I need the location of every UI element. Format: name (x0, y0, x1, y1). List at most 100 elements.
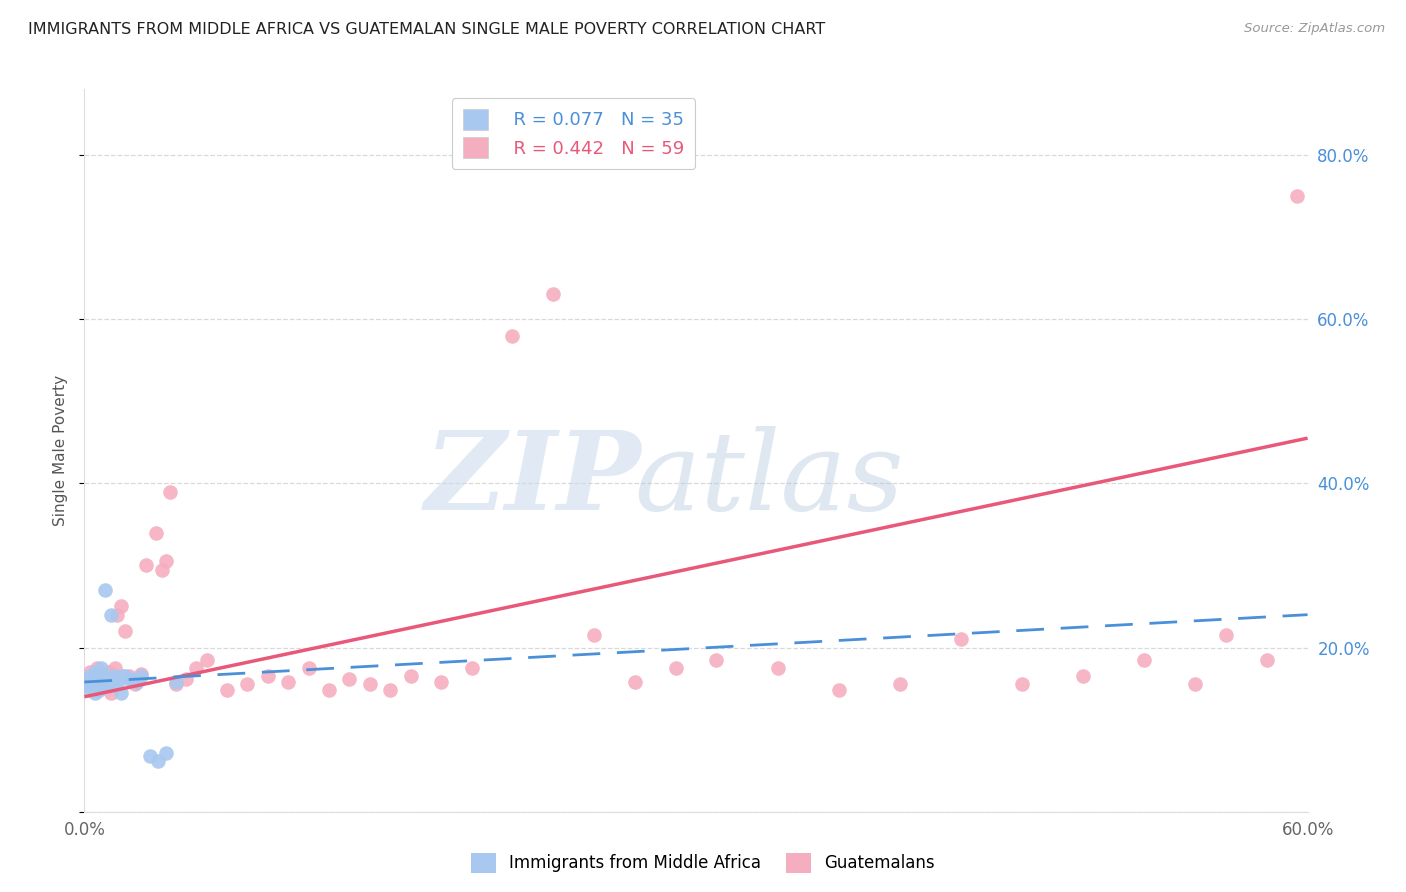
Point (75, 673, 97, 688)
Point (1073, 669, 1095, 683)
Point (77, 677, 100, 691)
Y-axis label: Single Male Poverty: Single Male Poverty (53, 375, 69, 526)
Point (131, 666, 153, 681)
Point (318, 683, 340, 698)
Text: Source: ZipAtlas.com: Source: ZipAtlas.com (1244, 22, 1385, 36)
Point (83, 675, 105, 690)
Point (105, 607, 128, 622)
Point (90, 666, 112, 681)
Point (138, 748, 160, 763)
Point (110, 599, 132, 614)
Point (127, 675, 149, 690)
Point (91, 672, 114, 686)
Point (257, 669, 280, 683)
Point (100, 607, 122, 622)
Point (110, 686, 132, 700)
Point (104, 661, 127, 675)
Point (83, 686, 105, 700)
Point (75, 677, 97, 691)
Point (86, 677, 108, 691)
Point (93, 672, 115, 686)
Point (135, 558, 157, 573)
Point (122, 673, 145, 688)
Point (543, 287, 565, 301)
Point (96, 677, 118, 691)
Point (277, 675, 299, 690)
Point (583, 628, 606, 642)
Point (77, 673, 100, 688)
Point (1256, 653, 1278, 667)
Point (91, 680, 114, 694)
Point (82, 680, 104, 694)
Point (87, 666, 110, 681)
Point (93, 582, 115, 597)
Point (146, 754, 169, 768)
Point (79, 669, 101, 683)
Point (79, 677, 101, 691)
Point (1133, 653, 1156, 667)
Point (97, 665, 120, 680)
Point (706, 653, 728, 667)
Point (889, 677, 911, 691)
Point (83, 665, 105, 680)
Point (165, 675, 187, 690)
Point (82, 669, 104, 683)
Point (145, 525, 167, 540)
Point (461, 661, 484, 675)
Point (90, 661, 112, 675)
Point (502, 328, 524, 343)
Point (90, 675, 112, 690)
Text: atlas: atlas (634, 425, 904, 533)
Point (96, 669, 118, 683)
Point (1011, 677, 1033, 691)
Point (114, 669, 136, 683)
Point (118, 669, 141, 683)
Point (112, 669, 135, 683)
Point (766, 661, 789, 675)
Point (195, 653, 218, 667)
Point (1215, 628, 1237, 642)
Point (1286, 189, 1309, 203)
Point (159, 484, 181, 499)
Point (380, 683, 402, 698)
Point (86, 672, 108, 686)
Point (77, 683, 100, 698)
Point (217, 683, 239, 698)
Point (101, 677, 124, 691)
Point (100, 686, 122, 700)
Point (104, 669, 127, 683)
Point (87, 683, 110, 698)
Point (359, 677, 381, 691)
Point (624, 675, 647, 690)
Point (114, 624, 136, 639)
Point (87, 669, 110, 683)
Point (86, 661, 108, 675)
Point (665, 661, 688, 675)
Point (828, 683, 851, 698)
Point (236, 677, 259, 691)
Point (186, 661, 208, 675)
Point (150, 562, 173, 576)
Point (1184, 677, 1206, 691)
Point (950, 632, 973, 647)
Point (105, 677, 128, 691)
Point (101, 673, 124, 688)
Point (124, 677, 146, 691)
Text: IMMIGRANTS FROM MIDDLE AFRICA VS GUATEMALAN SINGLE MALE POVERTY CORRELATION CHAR: IMMIGRANTS FROM MIDDLE AFRICA VS GUATEMA… (28, 22, 825, 37)
Point (79, 665, 101, 680)
Legend: Immigrants from Middle Africa, Guatemalans: Immigrants from Middle Africa, Guatemala… (464, 847, 942, 880)
Point (82, 675, 104, 690)
Point (174, 672, 197, 686)
Point (97, 677, 120, 691)
Point (155, 554, 177, 568)
Point (165, 677, 187, 691)
Point (93, 675, 115, 690)
Point (118, 672, 141, 686)
Point (430, 675, 453, 690)
Point (399, 669, 422, 683)
Point (339, 672, 361, 686)
Point (131, 669, 153, 683)
Point (155, 746, 177, 760)
Legend:   R = 0.077   N = 35,   R = 0.442   N = 59: R = 0.077 N = 35, R = 0.442 N = 59 (451, 98, 696, 169)
Point (298, 661, 321, 675)
